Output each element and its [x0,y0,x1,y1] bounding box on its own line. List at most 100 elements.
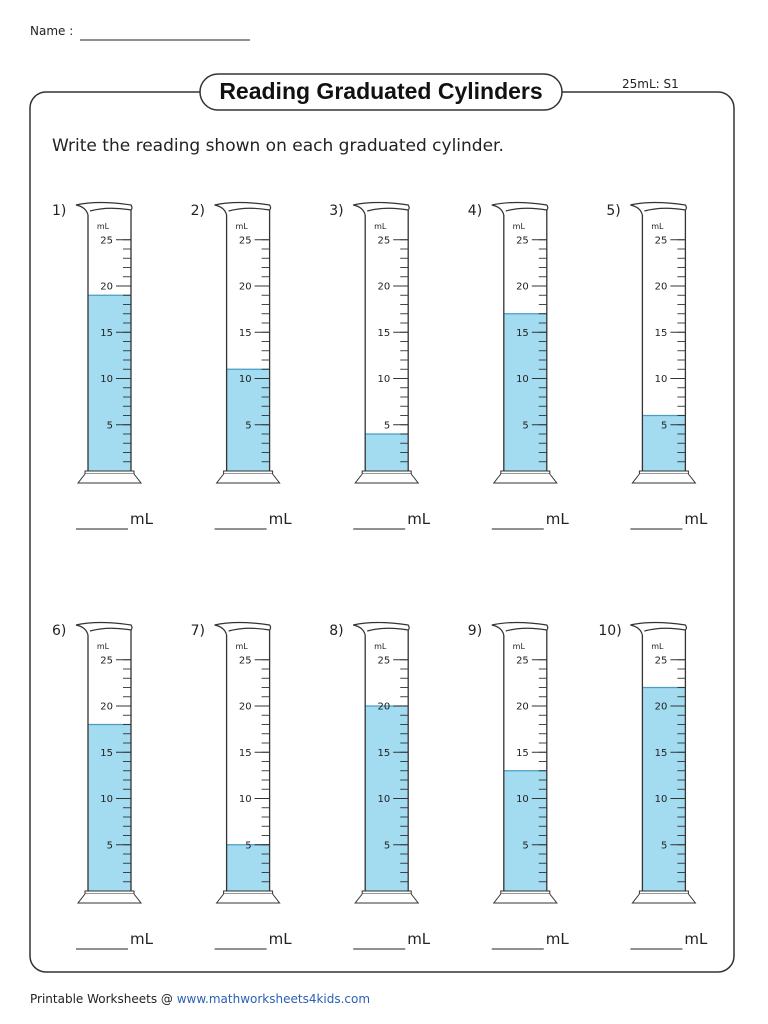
tube [364,209,409,471]
tube [641,629,687,891]
sheet-code: 25mL: S1 [622,77,679,91]
lip [491,621,549,636]
scale-label: 20 [100,282,113,293]
scale-unit: mL [374,222,387,231]
scale-label: 25 [100,235,113,246]
foot [631,473,697,484]
foot [354,893,420,904]
scale-label: 20 [239,702,252,713]
footer: Printable Worksheets @ www.mathworksheet… [30,992,370,1006]
foot [492,893,558,904]
scale-label: 5 [661,420,667,431]
base-plate [223,470,274,475]
scale-unit: mL [513,222,526,231]
scale-label: 15 [100,748,113,759]
question-number: 6) [52,623,66,639]
scale-label: 10 [100,794,113,805]
scale-label: 15 [239,328,252,339]
scale-label: 10 [655,374,668,385]
scale-label: 20 [377,702,390,713]
lip [214,621,272,636]
title: Reading Graduated Cylinders [219,78,542,104]
scale-label: 25 [655,655,668,666]
foot [76,473,143,484]
liquid [503,313,547,471]
footer-link[interactable]: www.mathworksheets4kids.com [177,992,370,1006]
tube [225,209,271,471]
foot [492,473,558,484]
liquid [503,770,547,891]
base-plate [500,470,551,475]
scale-label: 15 [377,328,390,339]
scale-label: 5 [384,840,390,851]
scale-unit: mL [235,642,248,651]
scale-unit: mL [374,642,387,651]
scale-label: 10 [239,794,252,805]
scale-label: 25 [516,235,529,246]
scale-label: 15 [377,748,390,759]
scale-label: 15 [516,328,529,339]
base-plate [500,890,551,895]
tube [87,629,132,891]
tube [641,209,687,471]
scale-label: 25 [100,655,113,666]
tube [225,629,271,891]
scale-unit: mL [97,642,110,651]
scale-label: 5 [245,840,251,851]
name-label: Name : [30,24,73,38]
foot [215,473,281,484]
scale-unit: mL [651,222,664,231]
foot [631,893,697,904]
foot [215,893,281,904]
answer-unit: mL [407,510,431,528]
scale-label: 25 [377,235,390,246]
scale-label: 5 [107,840,113,851]
base-plate [361,890,412,895]
lip [75,201,133,216]
scale-label: 5 [661,840,667,851]
answer-unit: mL [130,930,154,948]
base-plate [84,470,135,475]
scale-label: 25 [377,655,390,666]
lip [353,201,410,216]
tube [503,629,548,891]
base-plate [84,890,135,895]
scale-label: 5 [522,840,528,851]
answer-unit: mL [684,510,708,528]
tube [87,209,132,471]
title-box [199,73,563,111]
question-number: 5) [606,203,620,219]
scale-label: 25 [655,235,668,246]
answer-unit: mL [269,930,293,948]
scale-label: 10 [655,794,668,805]
lip [630,621,687,636]
lip [630,201,687,216]
answer-unit: mL [546,510,570,528]
answer-unit: mL [269,510,293,528]
answer-unit: mL [130,510,154,528]
question-number: 9) [468,623,482,639]
foot [76,893,143,904]
scale-label: 20 [655,702,668,713]
scale-label: 20 [516,282,529,293]
scale-label: 10 [516,374,529,385]
scale-label: 10 [516,794,529,805]
question-number: 1) [52,203,66,219]
liquid [226,844,270,891]
instruction: Write the reading shown on each graduate… [52,136,504,156]
scale-unit: mL [235,222,248,231]
scale-label: 25 [239,655,252,666]
scale-unit: mL [513,642,526,651]
scale-label: 10 [377,794,390,805]
scale-label: 10 [239,374,252,385]
base-plate [223,890,274,895]
question-number: 4) [468,203,482,219]
answer-unit: mL [546,930,570,948]
scale-unit: mL [651,642,664,651]
answer-unit: mL [407,930,431,948]
scale-label: 10 [377,374,390,385]
base-plate [638,890,689,895]
scale-label: 5 [384,420,390,431]
scale-label: 20 [655,282,668,293]
